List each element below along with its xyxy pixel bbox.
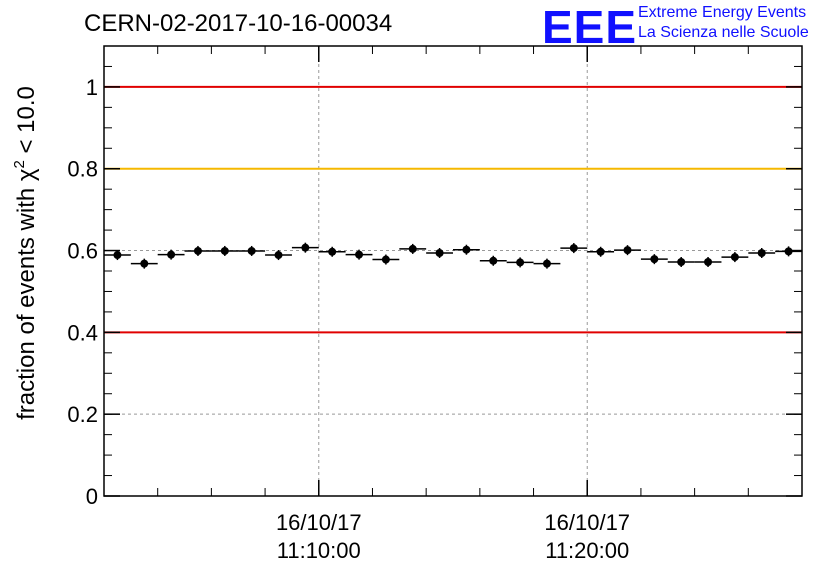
data-point (489, 256, 498, 265)
logo-line-1: Extreme Energy Events (638, 4, 807, 21)
data-point (516, 258, 525, 267)
y-tick-label: 0 (86, 484, 98, 509)
y-tick-label: 0.6 (67, 239, 98, 264)
data-point (623, 246, 632, 255)
axis-ticks (103, 45, 803, 497)
data-point (381, 255, 390, 264)
data-point (435, 249, 444, 257)
x-tick-time-label: 11:20:00 (545, 538, 629, 563)
y-axis-label-superscript: 2 (11, 160, 28, 168)
data-point (167, 250, 176, 259)
x-tick-date-label: 16/10/17 (544, 510, 630, 535)
y-tick-label: 0.4 (67, 320, 98, 345)
y-axis-label-text: fraction of events with (13, 181, 40, 420)
y-tick-label: 1 (86, 75, 98, 100)
y-axis-label-symbol: χ (13, 168, 40, 181)
y-axis-label-threshold: < 10.0 (13, 86, 40, 160)
y-tick-label: 0.8 (67, 157, 98, 182)
data-point (569, 244, 578, 253)
data-point (247, 246, 256, 255)
data-point (220, 246, 229, 255)
data-point (677, 258, 686, 266)
data-point (193, 246, 202, 255)
plot-frame (103, 45, 803, 497)
x-tick-time-label: 11:10:00 (277, 538, 361, 563)
data-point (328, 247, 337, 256)
data-point (650, 255, 659, 264)
data-point (408, 244, 417, 253)
data-point (274, 251, 283, 260)
reference-lines (104, 85, 802, 334)
eee-logo: EEE Extreme Energy Events La Scienza nel… (542, 1, 832, 53)
data-point (757, 249, 766, 257)
data-point (140, 259, 149, 268)
data-point (596, 247, 605, 256)
data-point (462, 245, 471, 254)
logo-line-2: La Scienza nelle Scuole (638, 24, 809, 41)
logo-mark: EEE (542, 1, 638, 53)
y-tick-label: 0.2 (67, 402, 98, 427)
data-point (784, 247, 793, 256)
data-point (704, 258, 713, 266)
data-point (301, 243, 310, 252)
run-title: CERN-02-2017-10-16-00034 (84, 10, 393, 37)
grid-lines (104, 46, 802, 497)
data-point (113, 251, 122, 260)
x-tick-date-label: 16/10/17 (276, 510, 362, 535)
data-point (355, 250, 364, 259)
data-point (542, 259, 551, 268)
data-point (730, 253, 739, 262)
y-axis-label: fraction of events with χ2 < 10.0 (11, 86, 40, 420)
tick-labels: 0 0.2 0.4 0.6 0.8 1 16/10/17 11:10:00 16/10/17 11… (67, 75, 630, 563)
data-points (104, 242, 802, 269)
